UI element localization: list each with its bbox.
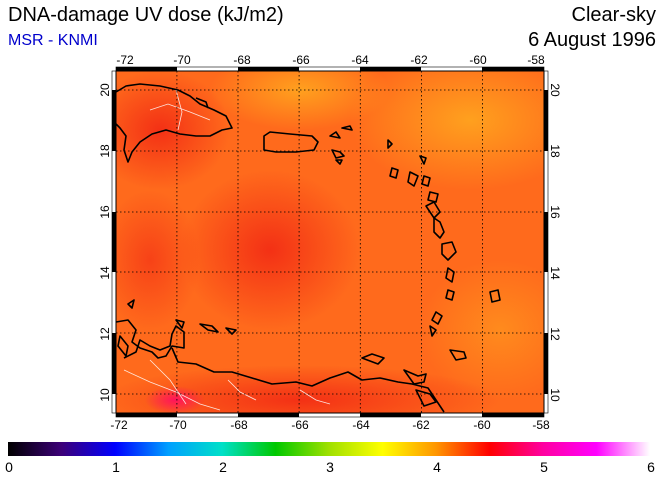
coastlines	[116, 83, 501, 413]
lon-label: -68	[230, 418, 248, 432]
color-scale-label: 5	[540, 459, 548, 475]
longitude-labels-top: -72 -70 -68 -66 -64 -62 -60 -58	[116, 53, 545, 67]
lon-label: -72	[116, 53, 134, 67]
graticule	[116, 71, 544, 413]
color-scale-label: 0	[5, 459, 13, 475]
uv-dose-field	[116, 71, 544, 413]
lat-label: 12	[548, 327, 562, 341]
lat-label: 16	[548, 205, 562, 219]
map-title: DNA-damage UV dose (kJ/m2)	[8, 4, 284, 26]
lon-label: -58	[527, 53, 545, 67]
lon-label: -68	[233, 53, 251, 67]
color-scale-label: 4	[433, 459, 441, 475]
latitude-labels-left: 10 12 14 16 18 20	[98, 83, 112, 402]
data-source-label: MSR - KNMI	[8, 32, 98, 49]
lat-label: 18	[548, 144, 562, 158]
lat-label: 18	[98, 144, 112, 158]
lat-label: 10	[98, 388, 112, 402]
color-scale-bar	[8, 442, 650, 456]
color-scale-label: 3	[326, 459, 334, 475]
lon-label: -60	[473, 418, 491, 432]
lat-label: 14	[548, 266, 562, 280]
lat-label: 12	[98, 327, 112, 341]
bottom-tick-bar	[115, 412, 545, 418]
lon-label: -66	[292, 53, 310, 67]
sky-condition-label: Clear-sky	[571, 4, 656, 26]
borders	[123, 89, 331, 411]
color-scale-label: 1	[112, 459, 120, 475]
lon-label: -64	[352, 418, 370, 432]
lat-label: 20	[548, 83, 562, 97]
lat-label: 16	[98, 205, 112, 219]
lat-label: 14	[98, 266, 112, 280]
lon-label: -64	[351, 53, 369, 67]
left-tick-bar	[111, 70, 117, 414]
color-scale-label: 2	[219, 459, 227, 475]
uv-dose-map: -72 -70 -68 -66 -64 -62 -60 -58 -72 -70 …	[98, 53, 562, 432]
date-label: 6 August 1996	[528, 29, 656, 51]
lon-label: -70	[169, 418, 187, 432]
right-tick-bar	[543, 70, 549, 414]
lon-label: -66	[291, 418, 309, 432]
lon-label: -62	[410, 53, 428, 67]
lon-label: -70	[173, 53, 191, 67]
lon-label: -60	[469, 53, 487, 67]
longitude-labels-bottom: -72 -70 -68 -66 -64 -62 -60 -58	[110, 418, 550, 432]
latitude-labels-right: 10 12 14 16 18 20	[548, 83, 562, 402]
lon-label: -72	[110, 418, 128, 432]
color-scale-label: 6	[647, 459, 655, 475]
lat-label: 10	[548, 388, 562, 402]
lat-label: 20	[98, 83, 112, 97]
lon-label: -58	[532, 418, 550, 432]
top-tick-bar	[115, 66, 545, 72]
lon-label: -62	[412, 418, 430, 432]
